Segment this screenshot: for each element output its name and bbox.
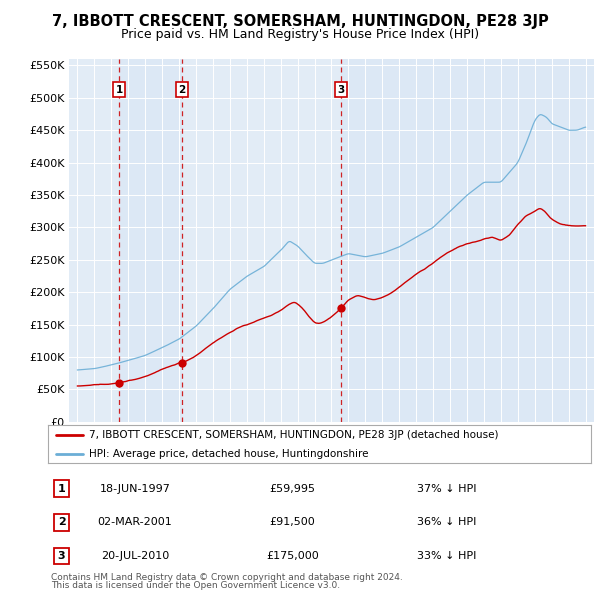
Text: 3: 3: [337, 85, 344, 95]
Bar: [69, 59, 119, 422]
Text: HPI: Average price, detached house, Huntingdonshire: HPI: Average price, detached house, Hunt…: [89, 448, 368, 458]
Text: Price paid vs. HM Land Registry's House Price Index (HPI): Price paid vs. HM Land Registry's House …: [121, 28, 479, 41]
Text: Contains HM Land Registry data © Crown copyright and database right 2024.: Contains HM Land Registry data © Crown c…: [51, 572, 403, 582]
Text: 3: 3: [58, 551, 65, 561]
Text: 2: 2: [58, 517, 65, 527]
Text: 33% ↓ HPI: 33% ↓ HPI: [417, 551, 476, 561]
Text: 18-JUN-1997: 18-JUN-1997: [100, 484, 170, 494]
Text: This data is licensed under the Open Government Licence v3.0.: This data is licensed under the Open Gov…: [51, 581, 340, 590]
Text: 2: 2: [178, 85, 185, 95]
Text: £59,995: £59,995: [269, 484, 316, 494]
Text: 7, IBBOTT CRESCENT, SOMERSHAM, HUNTINGDON, PE28 3JP: 7, IBBOTT CRESCENT, SOMERSHAM, HUNTINGDO…: [52, 14, 548, 30]
Text: 02-MAR-2001: 02-MAR-2001: [98, 517, 172, 527]
Text: 37% ↓ HPI: 37% ↓ HPI: [417, 484, 477, 494]
Text: £91,500: £91,500: [269, 517, 315, 527]
Text: £175,000: £175,000: [266, 551, 319, 561]
Bar: [182, 59, 341, 422]
Bar: [119, 59, 182, 422]
Text: 1: 1: [58, 484, 65, 494]
Text: 20-JUL-2010: 20-JUL-2010: [101, 551, 169, 561]
Bar: [341, 59, 594, 422]
Text: 7, IBBOTT CRESCENT, SOMERSHAM, HUNTINGDON, PE28 3JP (detached house): 7, IBBOTT CRESCENT, SOMERSHAM, HUNTINGDO…: [89, 430, 498, 440]
Text: 1: 1: [116, 85, 123, 95]
Text: 36% ↓ HPI: 36% ↓ HPI: [417, 517, 476, 527]
